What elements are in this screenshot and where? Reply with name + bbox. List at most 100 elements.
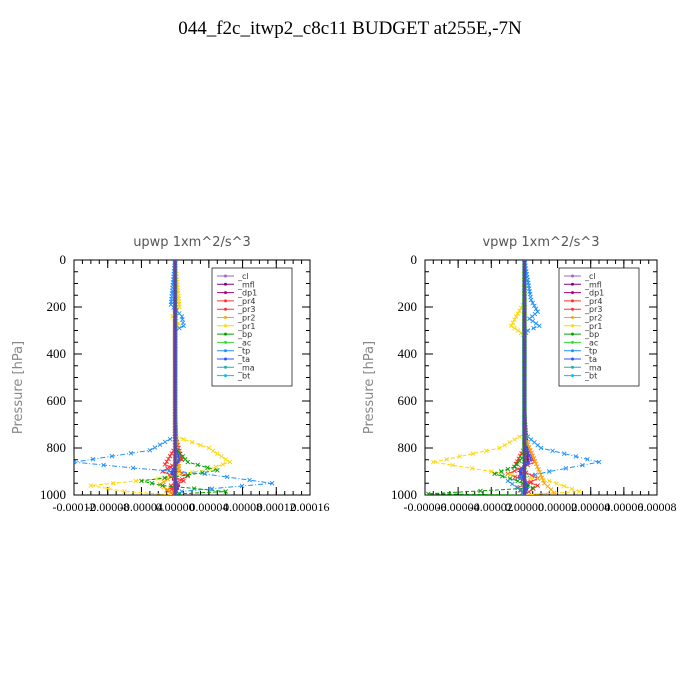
x-tick-label: 0.00000 [505,500,544,514]
series-point [74,459,77,465]
series-point [510,320,516,325]
series-point [518,487,524,493]
series-group [74,260,275,495]
series-point [554,481,560,486]
y-tick-label: 400 [47,346,67,361]
series-point [227,459,233,465]
series-point [111,480,116,486]
series-point [105,486,111,491]
y-axis-label: Pressure [hPa] [362,341,377,434]
series-point [198,442,203,448]
y-tick-label: 0 [411,252,418,267]
series-point [450,462,455,468]
series-point [189,439,195,445]
series-point [444,456,449,462]
legend-label: _pr2 [584,314,602,323]
series-point [512,468,517,474]
series-point [457,454,463,459]
series-point [502,442,507,448]
legend-marker [571,357,574,361]
legend-marker [571,374,574,378]
series-point [500,473,505,479]
legend-label: _dp1 [237,289,257,298]
legend-marker [224,365,227,369]
series-point [160,483,165,488]
series-point [580,462,585,468]
legend-marker [571,349,574,353]
x-tick-label: -0.00012 [53,500,96,514]
series-line-bp [428,260,533,495]
legend-label: _bt [584,372,597,381]
legend-marker [571,307,574,311]
series-point [512,437,517,442]
x-tick-label: -0.00002 [470,500,513,514]
series-point [195,462,200,468]
series-point [550,448,555,454]
legend-label: _ma [584,363,602,372]
series-group [425,260,602,495]
series-point [533,472,538,477]
series-point [223,456,229,462]
series-point [162,475,167,481]
series-point [483,448,489,454]
series-point [517,308,522,314]
series-point [179,489,185,494]
series-point [515,311,521,316]
series-point [181,436,186,442]
series-point [101,462,106,468]
legend-label: _tp [237,347,250,356]
legend-marker [571,365,574,369]
legend-marker [224,374,227,378]
series-point [166,468,172,474]
series-point [525,328,531,333]
series-point [165,487,170,493]
series-point [505,478,511,484]
series-point [169,469,174,474]
x-tick-label: 0.00008 [638,500,677,514]
legend-marker [224,316,227,319]
series-point [425,491,431,495]
series-point [176,455,181,460]
series-point [492,471,497,477]
legend-label: _bp [584,330,599,339]
series-point [181,323,186,329]
series-point [185,472,191,478]
series-point [530,485,536,491]
series-point [525,483,530,488]
series-point [526,489,532,495]
series-point [530,318,536,324]
legend: _cl_mfl_dp1_pr4_pr3_pr2_pr1_bp_ac_tp_ta_… [211,267,293,387]
legend-label: _pr2 [237,314,255,323]
series-point [546,469,552,474]
series-point [214,451,220,456]
series-point [513,461,519,467]
series-point [109,453,115,459]
legend-label: _dp1 [584,289,604,298]
series-point [525,457,530,461]
y-tick-label: 800 [47,440,67,455]
series-point [585,456,590,462]
x-tick-label: 0.00006 [604,500,643,514]
series-point [573,454,579,459]
x-tick-label: -0.00006 [404,500,447,514]
legend-label: _pr1 [584,322,602,331]
series-point [224,474,230,480]
legend-label: _cl [237,272,249,281]
series-line-pr1 [90,260,232,495]
series-point [209,486,215,492]
series-point [514,484,520,490]
series-point [161,479,167,485]
series-point [533,461,539,467]
y-axis-label: Pressure [hPa] [11,341,26,434]
series-point [214,468,220,473]
series-point [596,459,602,465]
series-point [179,477,185,482]
series-point [534,464,540,469]
series-point [561,483,567,489]
x-tick-label: 0.00004 [571,500,610,514]
panel-title: upwp 1xm^2/s^3 [133,235,251,250]
legend-label: _ac [584,338,598,347]
series-point [470,451,476,456]
series-point [576,489,582,494]
series-point [537,323,542,329]
